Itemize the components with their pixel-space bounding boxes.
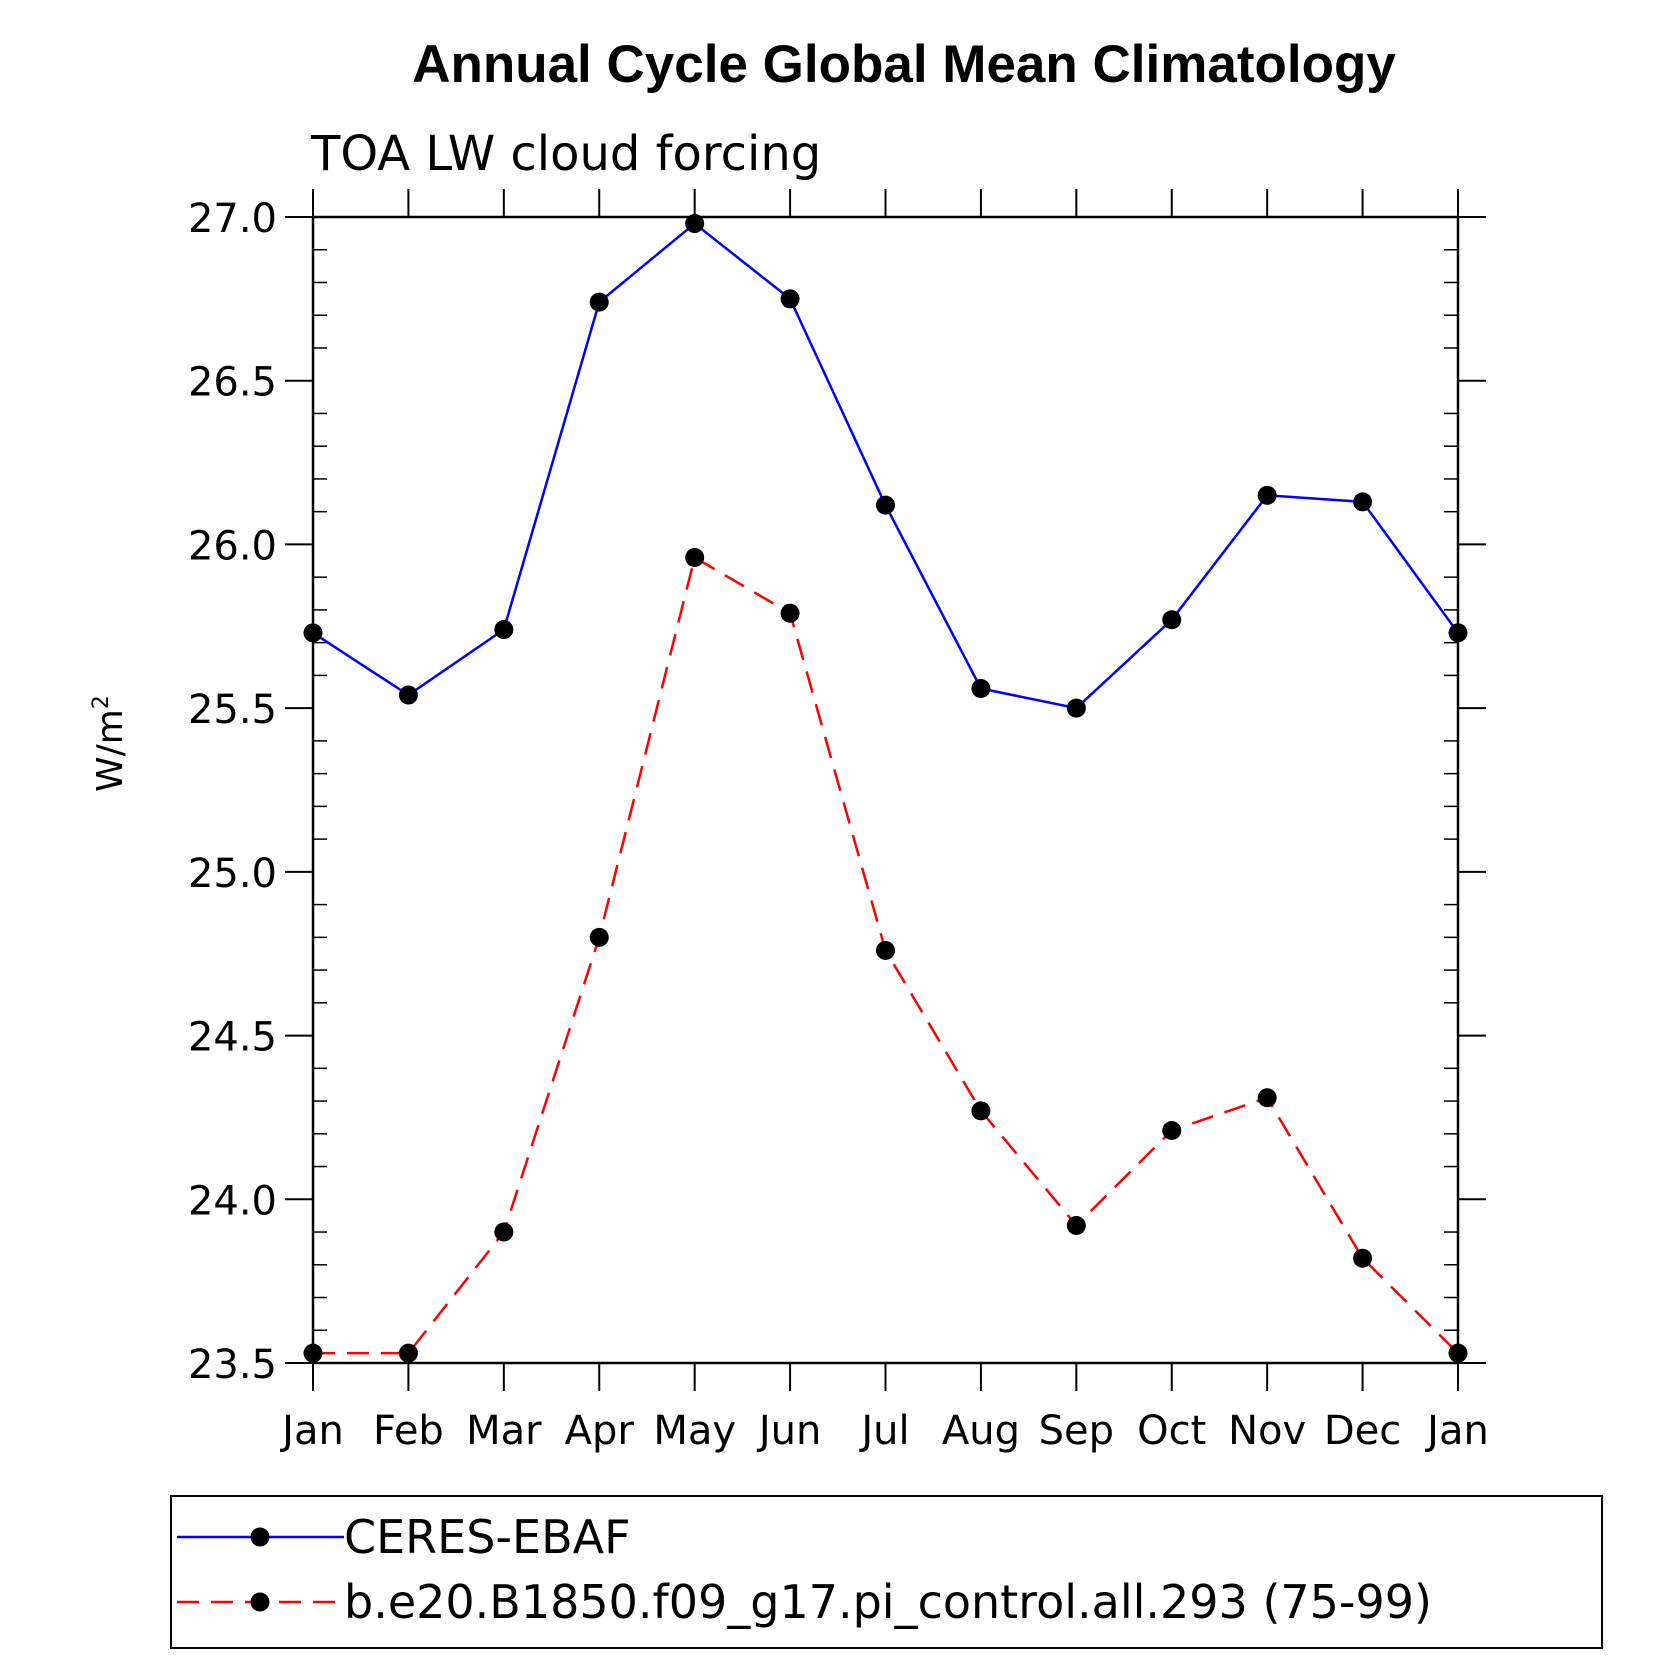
data-point [1257, 1088, 1277, 1108]
data-point [1162, 1121, 1182, 1141]
data-point [780, 603, 800, 623]
y-tick-label: 25.5 [188, 687, 277, 733]
legend-box [170, 1495, 1603, 1649]
data-point [398, 685, 418, 705]
data-point [303, 1343, 323, 1363]
x-tick-label: Feb [373, 1408, 444, 1454]
data-point [398, 1343, 418, 1363]
x-tick-label: Jun [756, 1408, 822, 1454]
data-point [1162, 610, 1182, 630]
x-tick-label: Nov [1228, 1408, 1306, 1454]
data-point [1066, 1215, 1086, 1235]
x-tick-label: Jan [1424, 1408, 1489, 1454]
data-point [685, 214, 705, 234]
x-tick-label: May [653, 1408, 736, 1454]
y-tick-label: 25.0 [188, 851, 277, 897]
data-point [971, 678, 991, 698]
x-tick-label: Jul [858, 1408, 909, 1454]
y-tick-label: 26.0 [188, 523, 277, 569]
data-point [780, 289, 800, 309]
data-point [971, 1101, 991, 1121]
x-tick-label: Apr [565, 1408, 635, 1454]
plot-series [303, 214, 1468, 1363]
data-point [1448, 1343, 1468, 1363]
data-point [589, 927, 609, 947]
x-tick-label: Sep [1039, 1408, 1114, 1454]
legend-items: CERES-EBAF b.e20.B1850.f09_g17.pi_control… [177, 1510, 1432, 1629]
data-point [1353, 492, 1373, 512]
data-point [1257, 485, 1277, 505]
data-point [494, 620, 514, 640]
x-tick-label: Jan [279, 1408, 344, 1454]
y-tick-label: 26.5 [188, 360, 277, 406]
y-axis-label: W/m2 [89, 695, 131, 792]
legend-label-1: CERES-EBAF [344, 1510, 631, 1564]
plot-axes: Jan Feb Mar Apr May Jun Jul Aug Sep Oct Nov Dec Jan2… [188, 189, 1489, 1454]
x-tick-label: Dec [1324, 1408, 1401, 1454]
data-point [1066, 698, 1086, 718]
y-tick-label: 23.5 [188, 1342, 277, 1388]
legend-marker-1 [250, 1527, 270, 1547]
data-point [1353, 1248, 1373, 1268]
y-tick-label: 24.5 [188, 1015, 277, 1061]
series-line-1 [312, 221, 1460, 710]
legend: CERES-EBAF b.e20.B1850.f09_g17.pi_control… [170, 1495, 1603, 1649]
x-tick-label: Oct [1137, 1408, 1206, 1454]
y-tick-label: 27.0 [188, 196, 277, 242]
legend-marker-2 [250, 1592, 270, 1612]
chart-title: Annual Cycle Global Mean Climatology [412, 35, 1396, 94]
data-point [876, 495, 895, 515]
data-point [876, 940, 895, 960]
x-tick-label: Aug [942, 1408, 1020, 1454]
legend-label-2: b.e20.B1850.f09_g17.pi_control.all.293 (… [344, 1575, 1432, 1629]
data-point [494, 1222, 514, 1242]
data-point [685, 548, 705, 568]
plot-frame [311, 215, 1460, 1365]
data-point [1448, 623, 1468, 643]
x-tick-label: Mar [466, 1408, 542, 1454]
data-point [303, 623, 323, 643]
y-axis-label-text: W/m [90, 709, 131, 792]
y-axis-label-superscript: 2 [89, 695, 114, 709]
y-tick-label: 24.0 [188, 1178, 277, 1224]
data-point [589, 292, 609, 312]
chart-subtitle: TOA LW cloud forcing [310, 126, 821, 182]
